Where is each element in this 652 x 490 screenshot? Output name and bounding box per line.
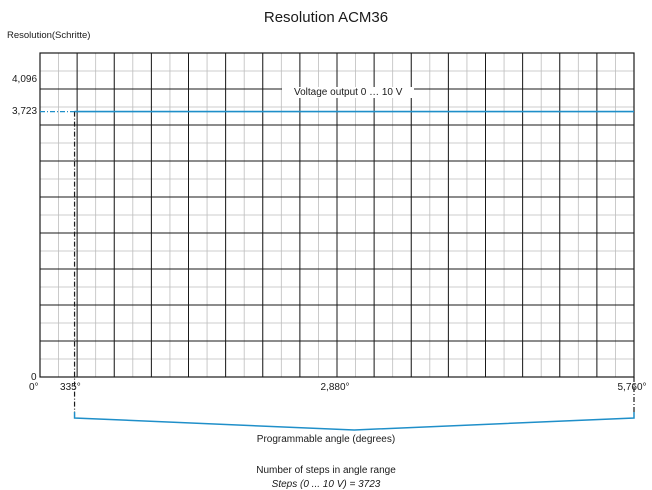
y-axis-label: Resolution(Schritte) [7, 30, 91, 41]
x-tick-2880: 2,880° [320, 381, 350, 393]
angle-range-bracket [73, 412, 635, 431]
chart-title: Resolution ACM36 [263, 9, 389, 26]
y-tick-4096: 4,096 [12, 73, 38, 85]
footer-line-1: Number of steps in angle range [256, 465, 396, 476]
footer-formula: Steps (0 ... 10 V) = 3723 [271, 479, 381, 490]
x-tick-5760: 5,760° [617, 381, 647, 393]
x-axis-label: Programmable angle (degrees) [256, 434, 396, 445]
x-tick-335: 335° [60, 381, 81, 393]
plot-frame [39, 52, 635, 378]
footer-line-2: Steps (0 ... 10 V) = 3723 [0, 479, 652, 490]
x-tick-0: 0° [29, 381, 39, 393]
y-tick-0: 0 [31, 371, 37, 383]
y-tick-3723: 3,723 [12, 106, 38, 118]
series-label: Voltage output 0 … 10 V [282, 86, 415, 98]
